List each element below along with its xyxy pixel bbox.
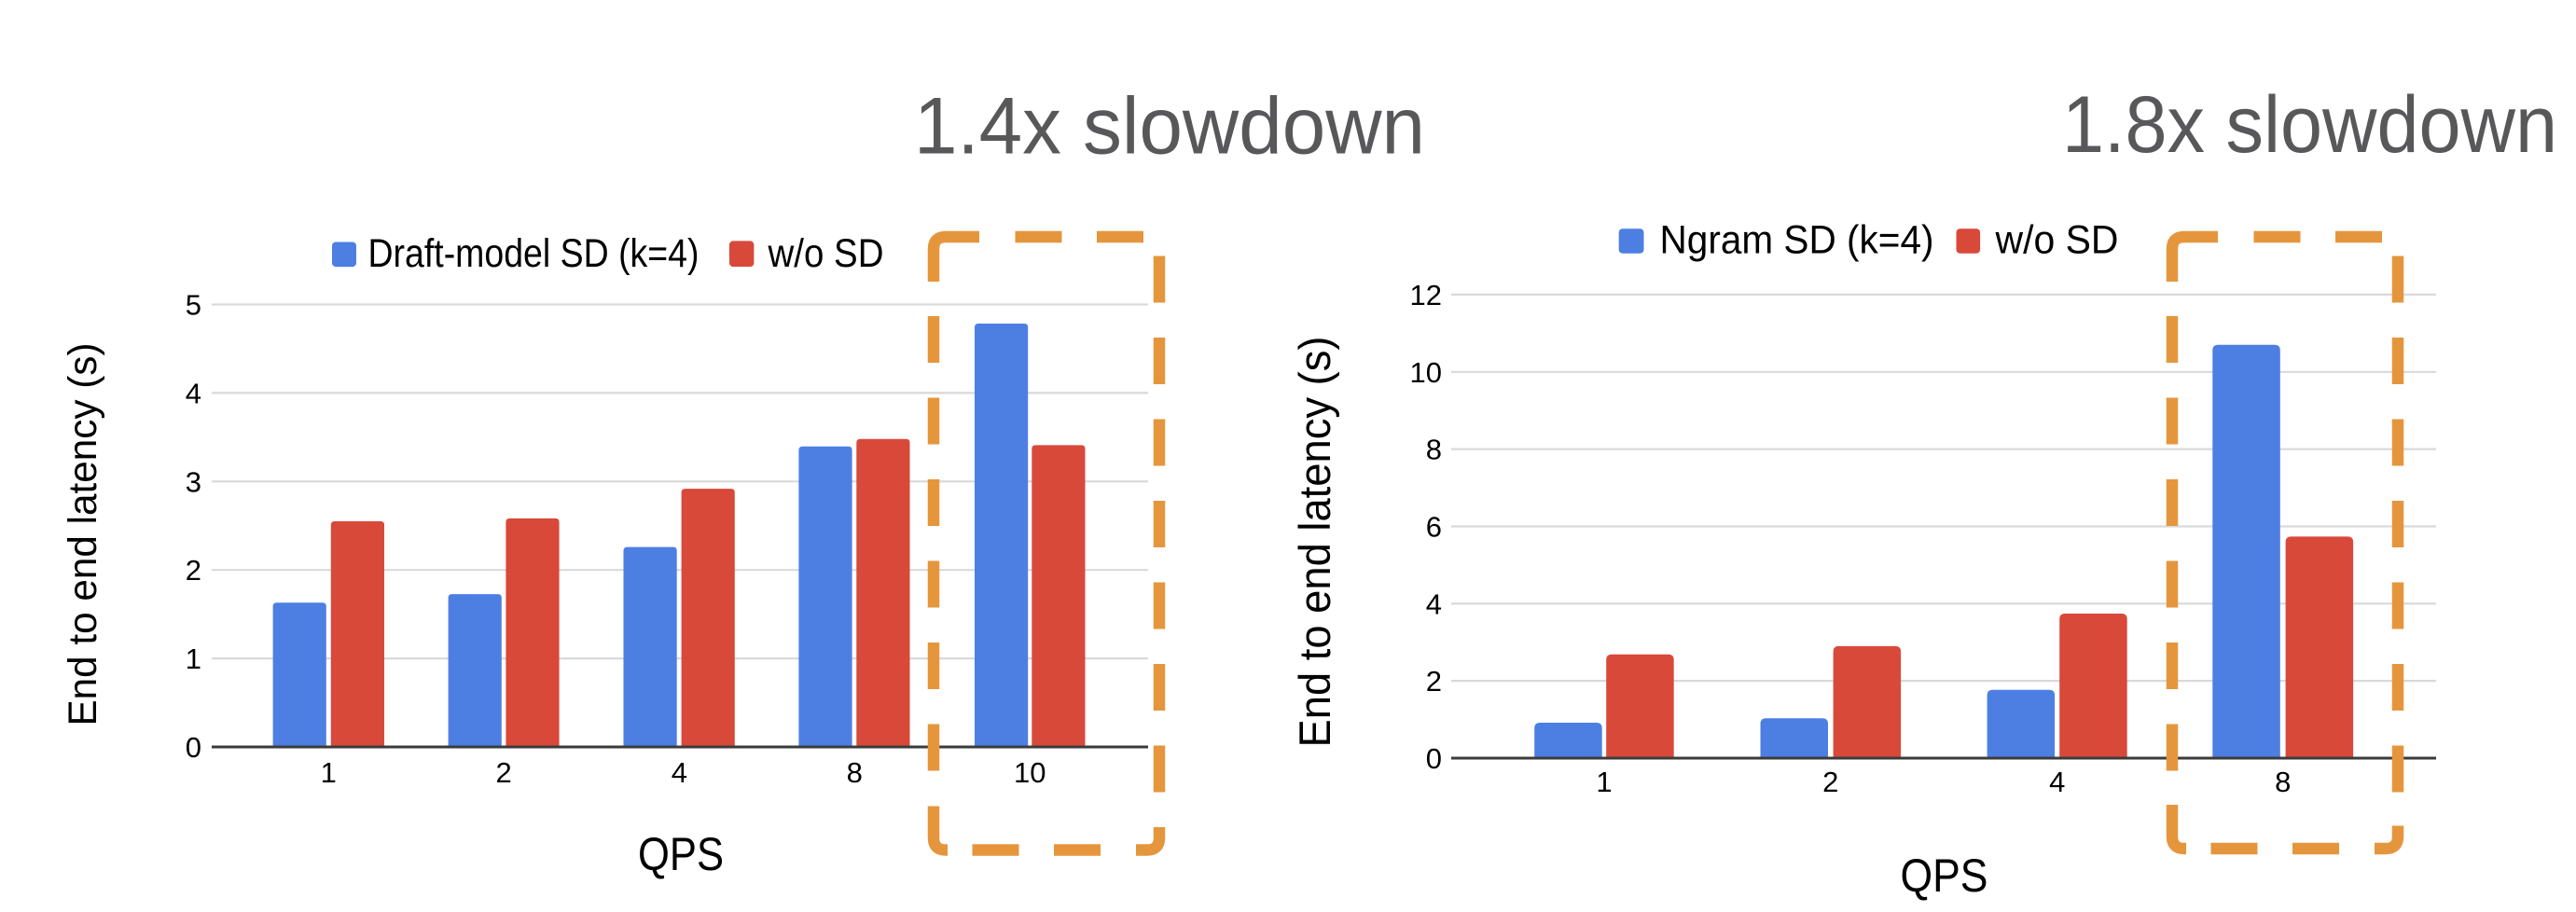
svg-text:Ngram SD (k=4): Ngram SD (k=4) xyxy=(1660,217,1934,262)
svg-text:QPS: QPS xyxy=(1901,850,1988,902)
svg-text:2: 2 xyxy=(1426,665,1442,698)
svg-text:2: 2 xyxy=(495,756,511,789)
svg-text:1.4x slowdown: 1.4x slowdown xyxy=(914,82,1425,172)
svg-text:Draft-model SD (k=4): Draft-model SD (k=4) xyxy=(368,231,699,276)
svg-text:w/o SD: w/o SD xyxy=(768,231,884,276)
svg-text:End to end latency (s): End to end latency (s) xyxy=(1290,337,1339,748)
svg-text:12: 12 xyxy=(1410,279,1442,311)
svg-text:8: 8 xyxy=(2275,766,2291,798)
svg-text:10: 10 xyxy=(1410,356,1442,389)
svg-text:6: 6 xyxy=(1426,511,1442,544)
svg-text:3: 3 xyxy=(186,465,201,498)
svg-text:0: 0 xyxy=(186,731,201,764)
svg-text:4: 4 xyxy=(2049,766,2065,798)
svg-text:End to end latency (s): End to end latency (s) xyxy=(61,343,105,726)
svg-text:4: 4 xyxy=(1426,587,1442,620)
svg-text:1: 1 xyxy=(321,756,337,789)
svg-text:2: 2 xyxy=(1822,766,1838,798)
svg-text:0: 0 xyxy=(1426,742,1442,775)
svg-text:w/o SD: w/o SD xyxy=(1995,217,2119,262)
svg-text:1: 1 xyxy=(186,643,201,675)
svg-text:8: 8 xyxy=(847,756,863,789)
svg-text:5: 5 xyxy=(186,289,201,322)
svg-text:4: 4 xyxy=(186,377,201,409)
svg-text:8: 8 xyxy=(1426,434,1442,466)
svg-text:10: 10 xyxy=(1014,756,1046,789)
svg-text:QPS: QPS xyxy=(638,828,724,880)
svg-text:1: 1 xyxy=(1596,766,1612,798)
svg-text:2: 2 xyxy=(186,554,201,587)
svg-text:1.8x slowdown: 1.8x slowdown xyxy=(2062,80,2557,170)
svg-text:4: 4 xyxy=(672,756,687,789)
